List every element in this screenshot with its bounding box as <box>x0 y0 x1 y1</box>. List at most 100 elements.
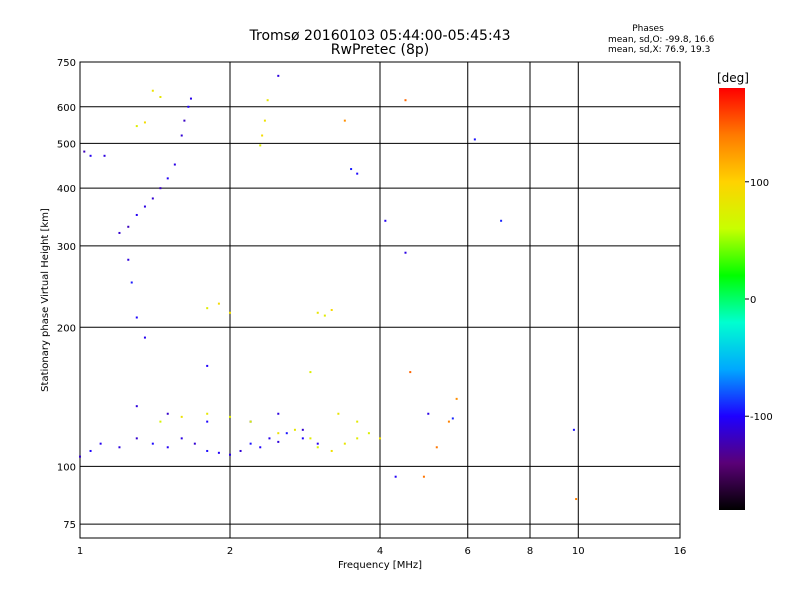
data-point <box>367 432 370 435</box>
data-point <box>187 105 190 108</box>
data-point <box>350 168 353 171</box>
data-point <box>409 371 412 374</box>
colorbar-tick-label: 0 <box>750 295 756 306</box>
data-point <box>180 437 183 440</box>
data-point <box>99 442 102 445</box>
data-point <box>135 316 138 319</box>
data-point <box>575 498 578 501</box>
data-point <box>180 134 183 137</box>
colorbar-tick-label: -100 <box>750 412 773 423</box>
stats-line-x: mean, sd,X: 76.9, 19.3 <box>608 45 710 55</box>
data-points <box>79 74 578 501</box>
data-point <box>118 446 121 449</box>
stats-line-o: mean, sd,O: -99.8, 16.6 <box>608 35 715 45</box>
data-point <box>89 449 92 452</box>
data-point <box>356 437 359 440</box>
data-point <box>435 446 438 449</box>
data-point <box>337 412 340 415</box>
data-point <box>239 449 242 452</box>
y-tick-label: 75 <box>63 520 76 531</box>
data-point <box>259 144 262 147</box>
data-point <box>159 187 162 190</box>
data-point <box>151 89 154 92</box>
data-point <box>309 437 312 440</box>
data-point <box>217 302 220 305</box>
data-point <box>455 397 458 400</box>
y-axis-label: Stationary phase Virtual Height [km] <box>40 208 51 392</box>
data-point <box>249 442 252 445</box>
data-point <box>316 311 319 314</box>
data-point <box>356 420 359 423</box>
colorbar-tick-label: 100 <box>750 178 769 189</box>
stats-heading: Phases <box>632 24 664 34</box>
data-point <box>143 121 146 124</box>
data-point <box>103 154 106 157</box>
data-point <box>422 475 425 478</box>
colorbar-gradient <box>719 88 745 510</box>
data-point <box>572 428 575 431</box>
y-tick-label: 750 <box>57 58 76 69</box>
data-point <box>189 97 192 100</box>
x-tick-label: 10 <box>572 546 585 557</box>
data-point <box>159 420 162 423</box>
data-point <box>500 219 503 222</box>
data-point <box>229 453 231 456</box>
data-point <box>301 428 304 431</box>
data-point <box>384 219 387 222</box>
data-point <box>89 154 92 157</box>
data-point <box>343 442 346 445</box>
x-axis-ticks: 1 2 4 6 8 10 16 <box>77 546 687 557</box>
data-point <box>217 451 220 454</box>
data-point <box>330 449 333 452</box>
colorbar: -100 0 100 <box>719 88 773 510</box>
chart-subtitle: RwPretec (8p) <box>331 42 429 58</box>
data-point <box>206 364 209 367</box>
data-point <box>135 405 138 408</box>
data-point <box>249 420 252 423</box>
data-point <box>309 371 312 374</box>
y-tick-label: 300 <box>57 242 76 253</box>
data-point <box>451 417 454 420</box>
data-point <box>229 415 231 418</box>
data-point <box>173 163 176 166</box>
data-point <box>263 119 266 122</box>
data-point <box>135 437 138 440</box>
data-point <box>183 119 186 122</box>
data-point <box>356 172 359 175</box>
x-axis-label: Frequency [MHz] <box>338 560 422 571</box>
data-point <box>316 446 319 449</box>
data-point <box>159 95 162 98</box>
data-point <box>427 412 430 415</box>
data-point <box>166 446 169 449</box>
data-point <box>143 336 146 339</box>
y-tick-label: 600 <box>57 103 76 114</box>
y-tick-label: 100 <box>57 462 76 473</box>
y-axis-ticks: 75 100 200 300 400 500 600 750 <box>57 58 76 531</box>
data-point <box>473 138 476 141</box>
data-point <box>404 251 407 254</box>
grid <box>80 62 680 538</box>
y-tick-label: 500 <box>57 139 76 150</box>
data-point <box>180 415 183 418</box>
data-point <box>206 449 209 452</box>
data-point <box>447 420 450 423</box>
data-point <box>316 442 319 445</box>
x-tick-label: 8 <box>527 546 533 557</box>
data-point <box>259 446 262 449</box>
data-point <box>118 231 121 234</box>
data-point <box>301 437 304 440</box>
data-point <box>135 125 138 128</box>
data-point <box>379 437 381 440</box>
data-point <box>277 440 280 443</box>
data-point <box>261 134 264 137</box>
data-point <box>206 307 209 310</box>
data-point <box>330 308 333 311</box>
data-point <box>206 420 209 423</box>
data-point <box>166 177 169 180</box>
data-point <box>285 432 288 435</box>
data-point <box>79 455 81 458</box>
data-point <box>293 428 296 431</box>
data-point <box>206 412 209 415</box>
data-point <box>151 442 154 445</box>
